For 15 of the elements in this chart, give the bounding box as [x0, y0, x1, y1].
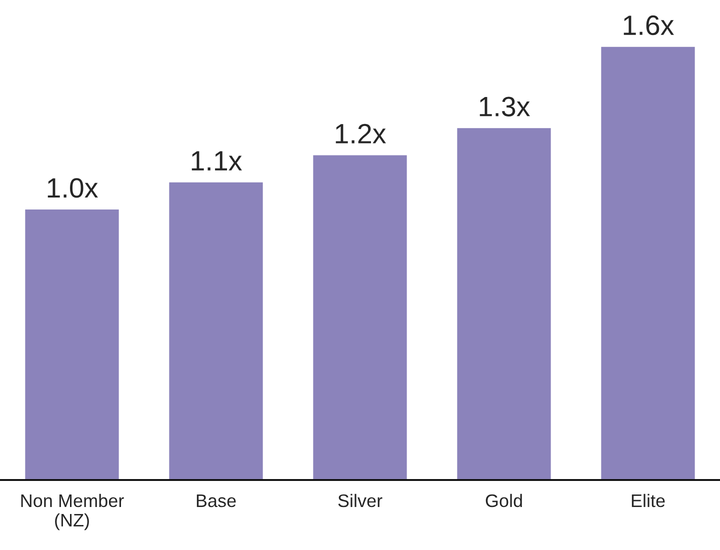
x-tick-label: Elite: [632, 494, 665, 508]
bar: [312, 154, 408, 480]
data-label: 1.1x: [192, 151, 242, 170]
x-tick-label: Gold: [486, 494, 522, 508]
data-label: 1.0x: [48, 178, 98, 198]
data-label: 1.2x: [336, 124, 386, 144]
bar: [168, 181, 264, 480]
data-label: 1.3x: [480, 96, 530, 116]
bar: [24, 208, 120, 480]
bar: [456, 126, 552, 480]
data-label: 1.6x: [624, 15, 674, 36]
x-tick-label: Non Member (NZ): [21, 494, 124, 530]
x-tick-label: Silver: [338, 494, 382, 508]
x-tick-label: Base: [196, 494, 236, 508]
bar: [600, 45, 696, 480]
